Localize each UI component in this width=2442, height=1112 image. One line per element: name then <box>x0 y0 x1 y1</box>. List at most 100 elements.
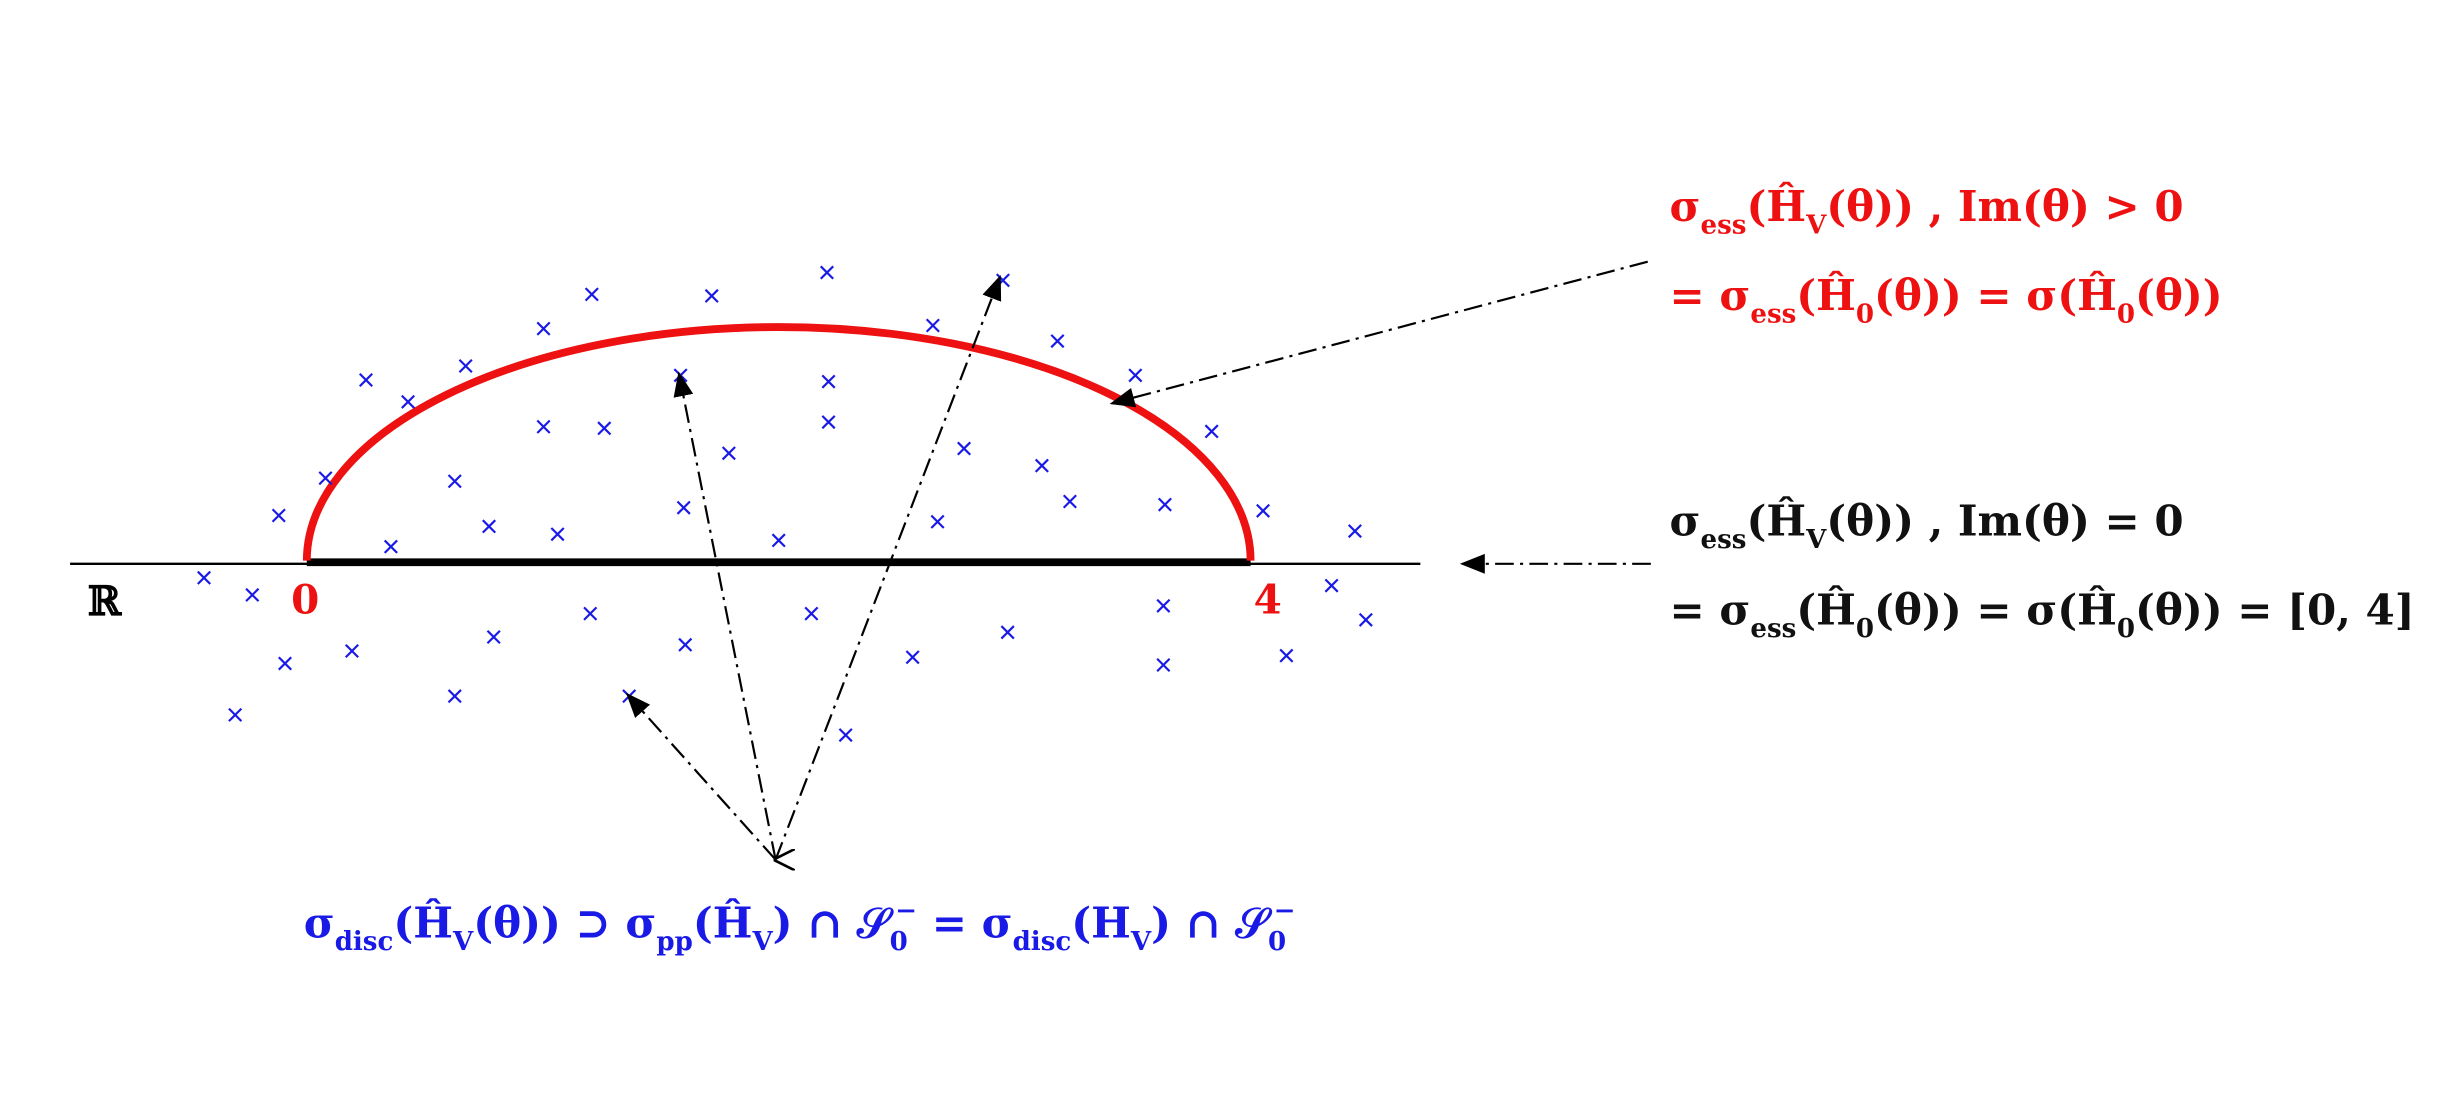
cross <box>821 415 836 430</box>
annotation-part: σ <box>1670 182 1701 231</box>
annotation-part: V <box>1805 211 1827 241</box>
annotation-part: (Ĥ <box>1796 270 1856 320</box>
annotation-part: disc <box>1013 927 1072 957</box>
cross <box>704 288 719 303</box>
cross <box>1000 625 1015 640</box>
eigenvalues <box>197 265 1373 743</box>
annotation-line: σess(ĤV(θ)) , Im(θ) = 0 <box>1670 496 2184 555</box>
annotation-part: 0 <box>1856 614 1874 644</box>
cross <box>458 358 473 373</box>
point-label: 4 <box>1254 576 1282 624</box>
cross <box>838 728 853 743</box>
annotation-line: σdisc(ĤV(θ)) ⊃ σpp(ĤV) ∩ 𝒮0− = σdisc(HV)… <box>304 896 1296 957</box>
cross <box>1204 424 1219 439</box>
arrow <box>1109 260 1649 408</box>
axis-label: ℝ <box>88 577 123 625</box>
annotation-part: (θ)) = σ(Ĥ <box>1874 585 2117 635</box>
cross <box>804 606 819 621</box>
annotation-part: (Ĥ <box>1796 585 1856 635</box>
annotation-part: ess <box>1701 211 1747 241</box>
arrows <box>625 260 1651 861</box>
annotation-part: (H <box>1071 899 1131 948</box>
cross <box>401 394 416 409</box>
annotation-part: = σ <box>1670 271 1751 320</box>
cross <box>486 629 501 644</box>
cross <box>1324 578 1339 593</box>
annotation-part: σ <box>1670 497 1701 546</box>
cross <box>1156 658 1171 673</box>
annotation-part: (θ)) = [0, 4] <box>2135 586 2415 635</box>
annotation-part: ess <box>1701 525 1747 555</box>
cross <box>550 527 565 542</box>
annotation-part: 0 <box>1856 299 1874 329</box>
cross <box>536 419 551 434</box>
arrow <box>774 274 1002 861</box>
annotation-part: 0 <box>2117 614 2135 644</box>
annotation-part: (θ)) , Im(θ) > 0 <box>1826 182 2183 231</box>
annotation-part: ess <box>1750 614 1796 644</box>
cross <box>930 514 945 529</box>
annotation-part: V <box>1805 525 1827 555</box>
cross <box>678 637 693 652</box>
cross <box>819 265 834 280</box>
cross <box>1157 497 1172 512</box>
cross <box>245 587 260 602</box>
cross <box>925 318 940 333</box>
annotation-part: (θ)) ⊃ σ <box>473 899 656 948</box>
cross <box>278 656 293 671</box>
cross <box>957 441 972 456</box>
cross <box>482 519 497 534</box>
annotation-part: V <box>751 927 773 957</box>
annotation-part: − <box>1274 896 1296 926</box>
annotation-line: σess(ĤV(θ)) , Im(θ) > 0 <box>1670 181 2184 240</box>
cross <box>583 606 598 621</box>
annotation-part: = σ <box>917 899 1012 948</box>
cross <box>1050 334 1065 349</box>
annotation-part: (Ĥ <box>393 898 453 948</box>
annotation-part: σ <box>304 899 335 948</box>
cross <box>771 533 786 548</box>
cross <box>676 500 691 515</box>
annotation-part: (θ)) <box>2135 271 2223 320</box>
annotation-part: (Ĥ <box>693 898 753 948</box>
cross <box>536 321 551 336</box>
cross <box>447 474 462 489</box>
annotation-part: disc <box>335 927 394 957</box>
cross <box>1034 458 1049 473</box>
cross <box>821 374 836 389</box>
cross <box>1358 612 1373 627</box>
annotation-part: V <box>452 927 474 957</box>
cross <box>271 508 286 523</box>
annotation-part: (θ)) = σ(Ĥ <box>1874 270 2117 320</box>
cross <box>905 650 920 665</box>
cross <box>1156 598 1171 613</box>
annotation-line: = σess(Ĥ0(θ)) = σ(Ĥ0(θ)) = [0, 4] <box>1670 585 2415 644</box>
cross <box>358 373 373 388</box>
annotation-part: 0 <box>890 927 908 957</box>
annotation-part: − <box>895 896 917 926</box>
annotation-part: 0 <box>1268 927 1286 957</box>
cross <box>383 539 398 554</box>
annotation-part: pp <box>656 927 692 957</box>
cross <box>1279 648 1294 663</box>
point-label: 0 <box>291 576 319 624</box>
cross <box>597 421 612 436</box>
annotation-part: (Ĥ <box>1746 181 1806 231</box>
cross <box>1256 503 1271 518</box>
annotation-part: 0 <box>2117 299 2135 329</box>
cross <box>228 707 243 722</box>
cross <box>318 471 333 486</box>
annotation-part: V <box>1130 927 1152 957</box>
arrow <box>673 371 777 860</box>
annotation-part: (Ĥ <box>1746 496 1806 546</box>
annotation-part: ) ∩ 𝒮 <box>1151 899 1272 948</box>
annotation-part: ) ∩ 𝒮 <box>773 899 894 948</box>
annotation-part: = σ <box>1670 586 1751 635</box>
annotation-part: (θ)) , Im(θ) = 0 <box>1826 497 2183 546</box>
cross <box>1347 524 1362 539</box>
cross <box>447 689 462 704</box>
annotation-part: ess <box>1750 299 1796 329</box>
cross <box>584 287 599 302</box>
cross <box>721 446 736 461</box>
